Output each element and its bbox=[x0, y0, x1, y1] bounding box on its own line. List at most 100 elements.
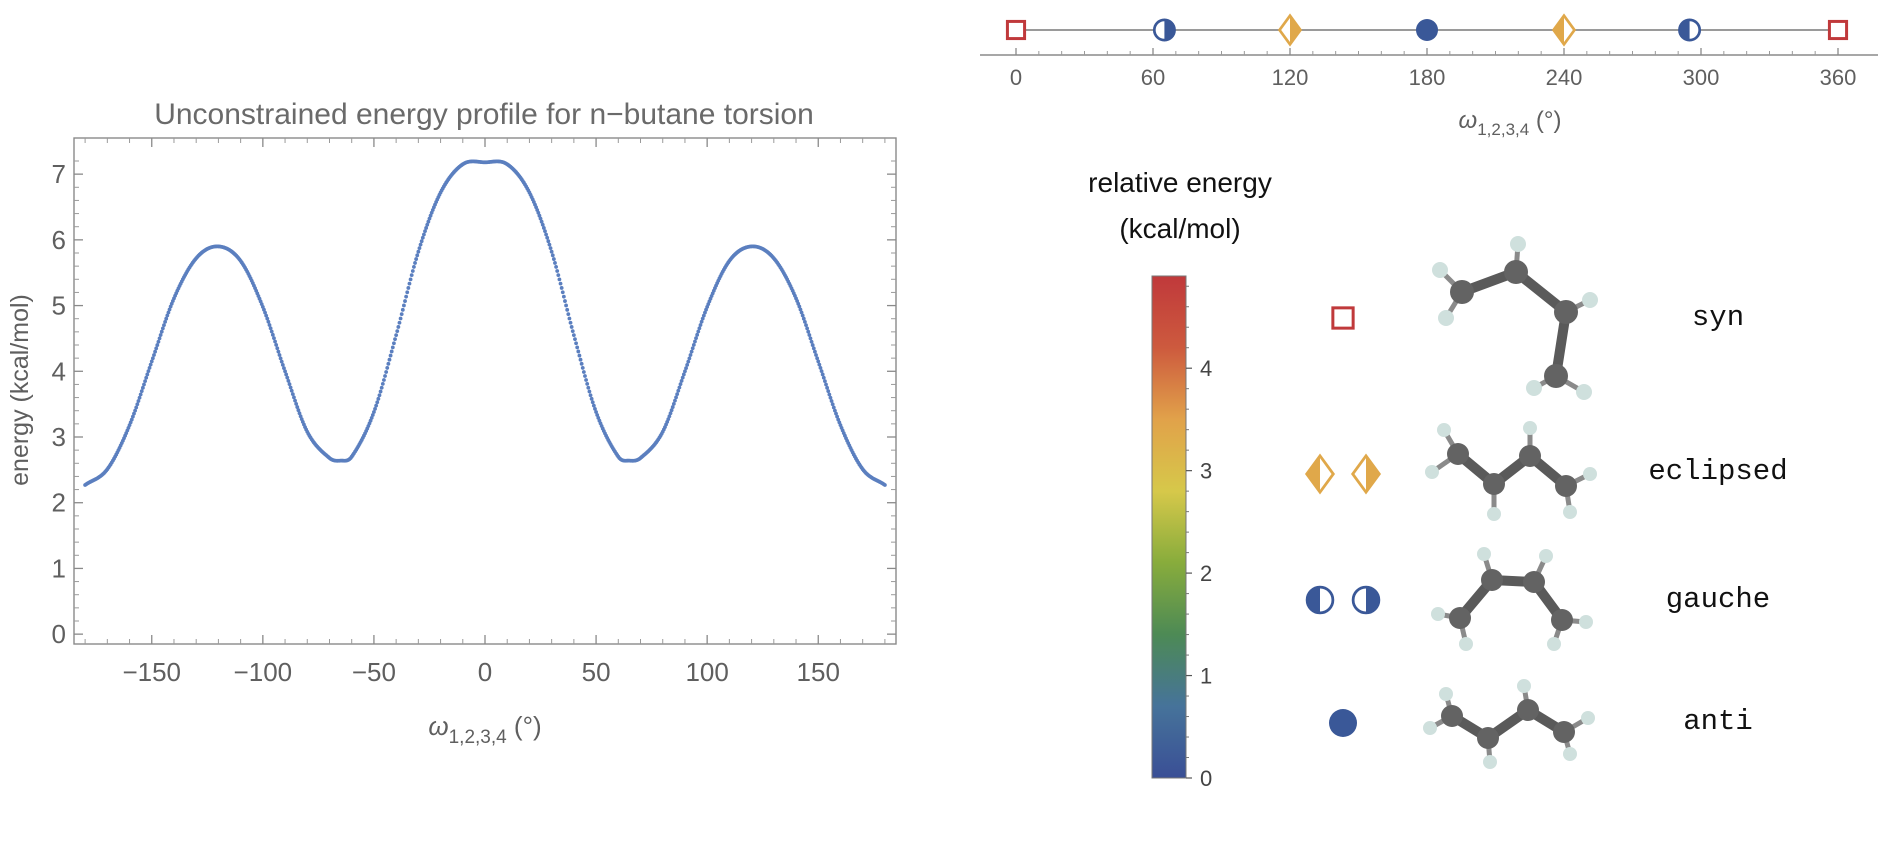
data-point bbox=[283, 369, 287, 374]
data-point bbox=[666, 417, 671, 422]
data-point bbox=[264, 313, 269, 318]
data-point bbox=[270, 332, 275, 337]
data-point bbox=[289, 388, 294, 393]
strip-tick-label: 240 bbox=[1546, 65, 1583, 90]
data-point bbox=[427, 216, 432, 221]
data-point bbox=[277, 353, 282, 357]
data-point bbox=[673, 398, 677, 403]
data-point bbox=[555, 269, 560, 273]
y-tick-label: 7 bbox=[52, 159, 66, 189]
data-point bbox=[406, 286, 411, 290]
data-point bbox=[147, 365, 152, 370]
data-point bbox=[273, 339, 277, 344]
chart-title: Unconstrained energy profile for n−butan… bbox=[154, 98, 814, 131]
data-point bbox=[557, 277, 562, 282]
data-point bbox=[392, 341, 396, 346]
data-point bbox=[372, 410, 376, 414]
data-point bbox=[275, 346, 280, 351]
data-point bbox=[566, 312, 571, 317]
data-point bbox=[146, 369, 151, 374]
data-point bbox=[546, 239, 551, 244]
data-point bbox=[154, 346, 159, 351]
data-point bbox=[294, 402, 299, 406]
data-point bbox=[835, 414, 840, 419]
data-point bbox=[379, 385, 384, 390]
data-point bbox=[156, 339, 161, 344]
data-point bbox=[798, 307, 803, 312]
data-point bbox=[412, 265, 416, 269]
axis-ticks: −150 −100 −50 0 50 100 150 0 1 2 3 4 5 6 7 bbox=[52, 138, 896, 687]
data-point bbox=[687, 356, 692, 361]
data-point bbox=[593, 407, 597, 411]
data-point bbox=[828, 395, 833, 400]
data-point bbox=[284, 372, 289, 377]
data-point bbox=[265, 316, 270, 321]
strip-x-axis-label-symbol: ω bbox=[1459, 107, 1478, 134]
data-point bbox=[816, 359, 821, 364]
data-point bbox=[143, 379, 147, 384]
data-point bbox=[697, 326, 702, 331]
data-point bbox=[825, 385, 830, 390]
data-point bbox=[803, 319, 807, 324]
data-point bbox=[575, 345, 580, 350]
data-point bbox=[585, 382, 590, 386]
strip-tick-label: 60 bbox=[1141, 65, 1165, 90]
data-point bbox=[398, 316, 403, 321]
data-point bbox=[882, 483, 887, 487]
data-point bbox=[420, 235, 425, 240]
data-point bbox=[386, 361, 391, 366]
legend-label-syn: syn bbox=[1692, 301, 1744, 334]
data-point bbox=[274, 343, 279, 347]
data-point bbox=[799, 310, 804, 315]
x-axis-label-symbol: ω bbox=[428, 711, 448, 741]
legend-marker-eclipsed bbox=[1304, 453, 1336, 495]
data-point bbox=[540, 222, 545, 227]
data-point bbox=[135, 402, 140, 407]
x-tick-label: −150 bbox=[122, 657, 181, 687]
data-point bbox=[152, 353, 156, 357]
legend-marker-anti bbox=[1329, 709, 1357, 737]
data-point bbox=[285, 375, 290, 380]
data-point bbox=[417, 246, 422, 251]
data-point bbox=[405, 290, 410, 295]
data-point bbox=[576, 349, 581, 354]
data-point bbox=[801, 316, 806, 321]
legend-label-eclipsed: eclipsed bbox=[1648, 455, 1787, 488]
data-point bbox=[811, 346, 816, 351]
data-point bbox=[543, 229, 547, 234]
data-point bbox=[279, 359, 284, 364]
colorbar-tick-label: 3 bbox=[1200, 459, 1212, 484]
data-point bbox=[679, 378, 684, 383]
data-point bbox=[407, 281, 412, 286]
data-point bbox=[423, 229, 427, 234]
data-point bbox=[155, 343, 160, 347]
data-point bbox=[821, 375, 826, 380]
data-point bbox=[295, 405, 300, 409]
x-axis-label-unit: (°) bbox=[507, 711, 542, 741]
data-point bbox=[276, 349, 281, 354]
data-point bbox=[584, 378, 588, 382]
data-points bbox=[83, 159, 887, 487]
data-point bbox=[545, 235, 550, 240]
data-point bbox=[424, 226, 429, 230]
data-point bbox=[559, 286, 564, 290]
data-point bbox=[809, 339, 814, 344]
data-point bbox=[375, 400, 380, 405]
x-tick-label: 0 bbox=[478, 657, 492, 687]
data-point bbox=[558, 281, 563, 286]
data-point bbox=[587, 389, 592, 394]
data-point bbox=[834, 411, 838, 416]
data-point bbox=[397, 320, 402, 325]
data-point bbox=[831, 405, 836, 410]
data-point bbox=[410, 269, 415, 273]
data-point bbox=[159, 329, 164, 334]
colorbar-tick-label: 2 bbox=[1200, 561, 1212, 586]
data-point bbox=[695, 332, 700, 337]
data-point bbox=[810, 343, 815, 347]
data-point bbox=[387, 357, 392, 362]
x-axis-label-subscript: 1,2,3,4 bbox=[449, 727, 508, 748]
data-point bbox=[671, 402, 676, 406]
data-point bbox=[160, 326, 165, 331]
data-point bbox=[571, 333, 576, 338]
data-point bbox=[538, 216, 543, 221]
